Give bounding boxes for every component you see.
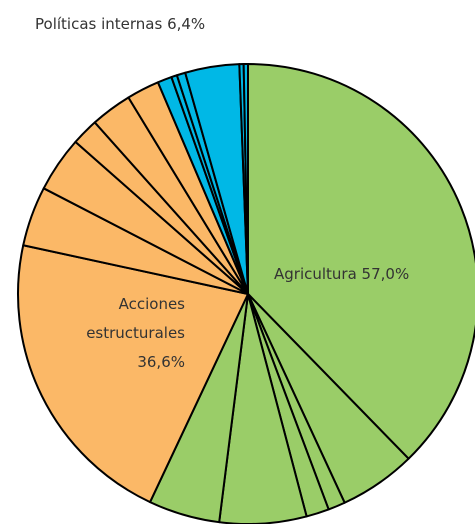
pie-slice-structural-7 xyxy=(17,244,249,504)
pie-slices xyxy=(17,62,475,524)
label-acciones-line2: estructurales xyxy=(86,324,185,342)
label-acciones-line1: Acciones xyxy=(119,295,186,313)
pie-slice-agriculture-1 xyxy=(247,63,475,460)
label-agricultura: Agricultura 57,0% xyxy=(274,265,409,283)
pie-slice-internal-18 xyxy=(242,62,249,295)
label-politicas-internas: Políticas internas 6,4% xyxy=(35,15,205,33)
label-acciones-line3: 36,6% xyxy=(137,353,185,371)
